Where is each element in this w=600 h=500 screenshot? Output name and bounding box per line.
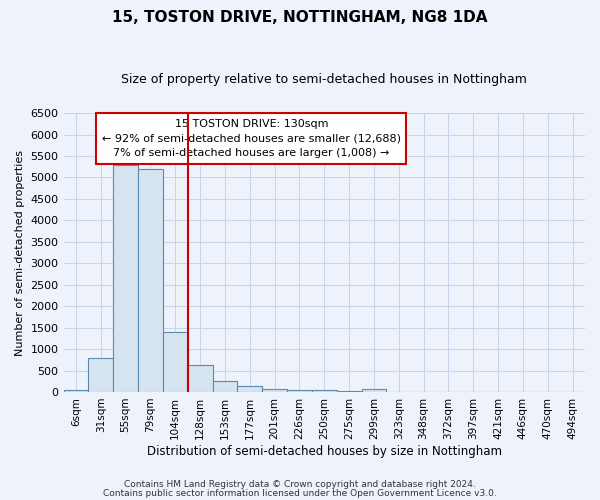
Bar (238, 386, 262, 392)
Bar (362, 390, 386, 392)
Bar (163, 332, 188, 392)
Bar (64, 390, 88, 392)
X-axis label: Distribution of semi-detached houses by size in Nottingham: Distribution of semi-detached houses by … (147, 444, 502, 458)
Text: Contains public sector information licensed under the Open Government Licence v3: Contains public sector information licen… (103, 489, 497, 498)
Bar (212, 381, 238, 392)
Bar (312, 390, 337, 392)
Bar (188, 366, 212, 392)
Bar (262, 388, 287, 392)
Bar (88, 358, 113, 392)
Y-axis label: Number of semi-detached properties: Number of semi-detached properties (15, 150, 25, 356)
Bar (337, 390, 362, 392)
Text: 15 TOSTON DRIVE: 130sqm
← 92% of semi-detached houses are smaller (12,688)
7% of: 15 TOSTON DRIVE: 130sqm ← 92% of semi-de… (102, 118, 401, 158)
Bar (113, 164, 138, 392)
Bar (138, 169, 163, 392)
Text: Contains HM Land Registry data © Crown copyright and database right 2024.: Contains HM Land Registry data © Crown c… (124, 480, 476, 489)
Bar (287, 390, 312, 392)
Text: 15, TOSTON DRIVE, NOTTINGHAM, NG8 1DA: 15, TOSTON DRIVE, NOTTINGHAM, NG8 1DA (112, 10, 488, 25)
Title: Size of property relative to semi-detached houses in Nottingham: Size of property relative to semi-detach… (121, 72, 527, 86)
